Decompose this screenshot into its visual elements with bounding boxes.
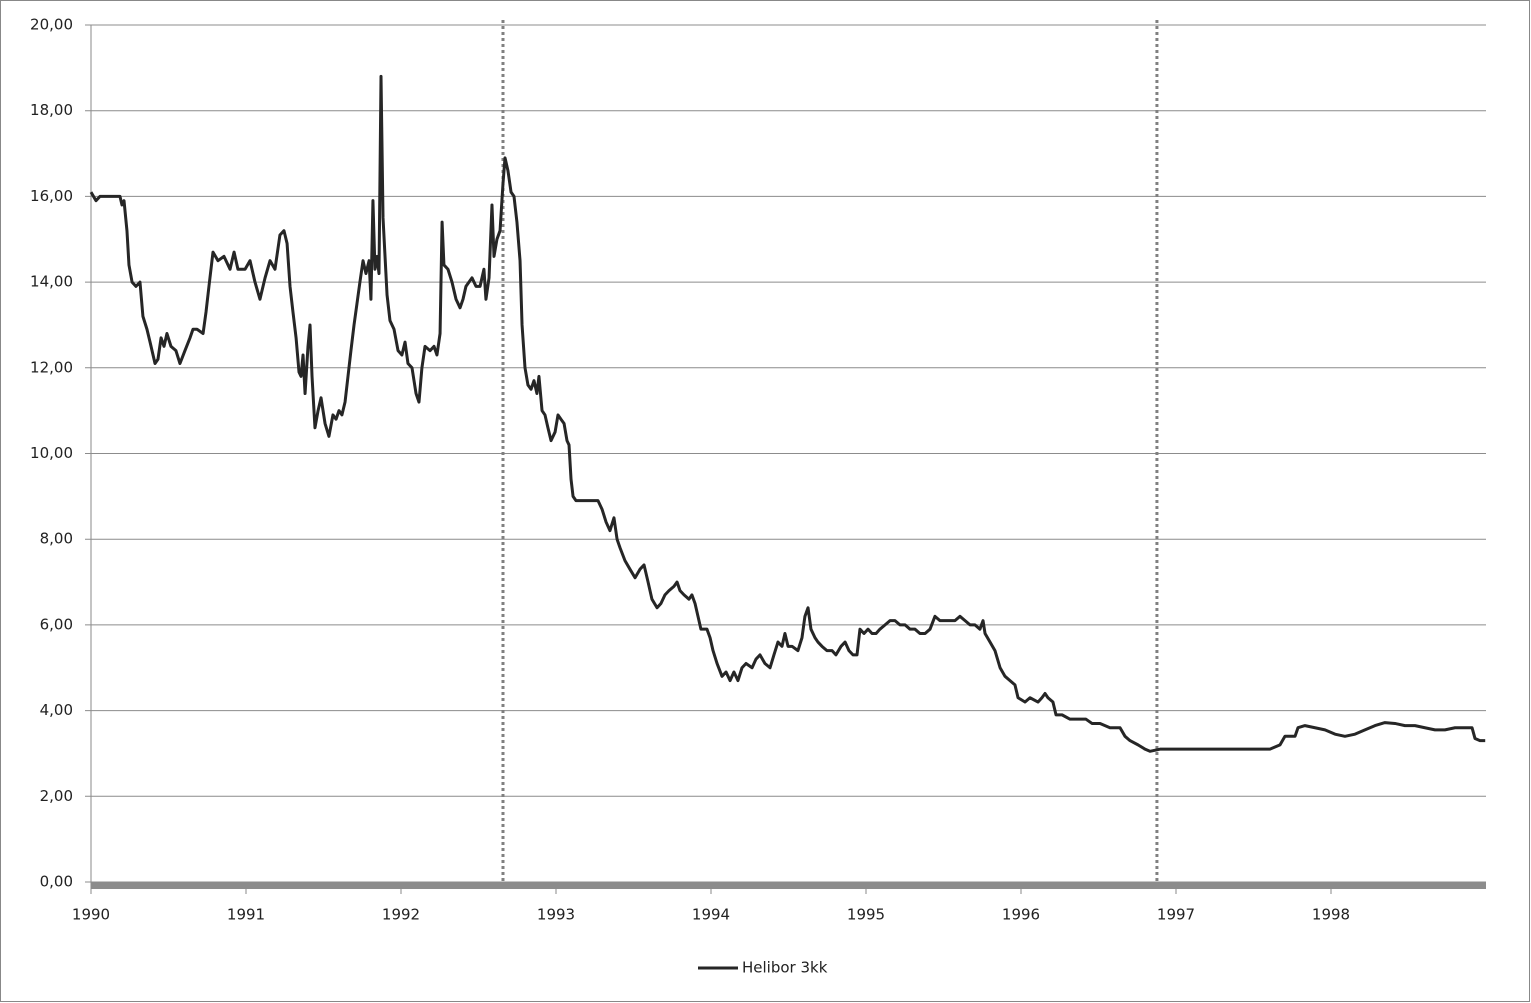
y-tick-label: 0,00: [40, 873, 73, 891]
y-tick-label: 18,00: [30, 101, 73, 119]
x-tick-label: 1995: [847, 906, 885, 924]
y-tick-label: 4,00: [40, 701, 73, 719]
y-tick-label: 6,00: [40, 615, 73, 633]
x-tick-label: 1993: [537, 906, 575, 924]
x-tick-label: 1996: [1002, 906, 1040, 924]
x-axis: [91, 882, 1486, 889]
x-tick-label: 1997: [1157, 906, 1195, 924]
y-tick-label: 2,00: [40, 787, 73, 805]
legend-label: Helibor 3kk: [742, 959, 828, 977]
x-tick-label: 1990: [72, 906, 110, 924]
x-tick-label: 1994: [692, 906, 730, 924]
y-tick-label: 16,00: [30, 187, 73, 205]
series-line: [89, 74, 1486, 753]
y-tick-label: 8,00: [40, 530, 73, 548]
x-tick-label: 1998: [1312, 906, 1350, 924]
y-tick-label: 12,00: [30, 358, 73, 376]
y-tick-label: 10,00: [30, 444, 73, 462]
y-tick-label: 20,00: [30, 16, 73, 34]
y-tick-label: 14,00: [30, 273, 73, 291]
x-tick-label: 1992: [382, 906, 420, 924]
x-tick-label: 1991: [227, 906, 265, 924]
